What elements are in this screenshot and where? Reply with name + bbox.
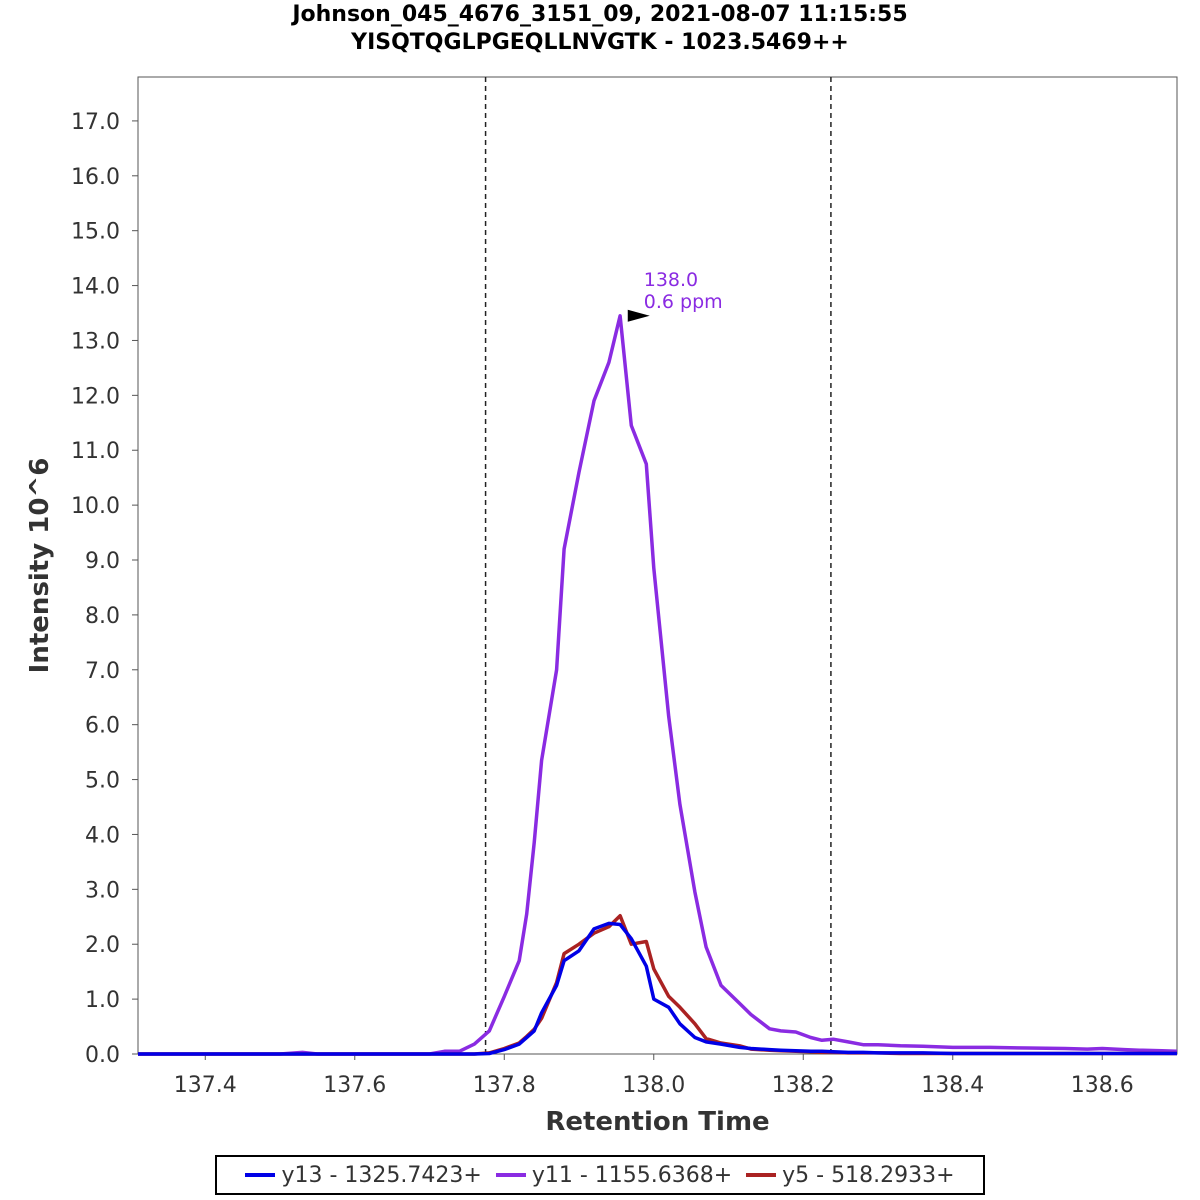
y-tick-label: 3.0: [85, 878, 120, 903]
legend: y13 - 1325.7423+ y11 - 1155.6368+ y5 - 5…: [215, 1155, 985, 1195]
legend-item-y5: y5 - 518.2933+: [746, 1162, 955, 1188]
y-tick-label: 7.0: [85, 659, 120, 684]
chart-title: Johnson_045_4676_3151_09, 2021-08-07 11:…: [292, 2, 908, 27]
chart-subtitle: YISQTQGLPGEQLLNVGTK - 1023.5469++: [351, 30, 849, 55]
y-tick-label: 17.0: [71, 110, 120, 135]
y-tick-label: 13.0: [71, 329, 120, 354]
legend-label-y5: y5 - 518.2933+: [782, 1162, 955, 1188]
y-axis-label: Intensity 10^6: [25, 458, 55, 674]
legend-label-y13: y13 - 1325.7423+: [281, 1162, 482, 1188]
y-tick-label: 6.0: [85, 714, 120, 739]
legend-item-y11: y11 - 1155.6368+: [495, 1162, 733, 1188]
plot-area: [137, 76, 1178, 1055]
y-tick-label: 11.0: [71, 439, 120, 464]
y-tick-label: 2.0: [85, 933, 120, 958]
x-tick-label: 138.2: [772, 1073, 835, 1098]
legend-swatch-y13: [245, 1173, 276, 1177]
y-tick-label: 9.0: [85, 549, 120, 574]
y-tick-label: 5.0: [85, 769, 120, 794]
y-tick-label: 1.0: [85, 988, 120, 1013]
x-tick-label: 138.4: [921, 1073, 984, 1098]
chromatogram-plot: 0.0 1.0 2.0 3.0 4.0 5.0 6.0 7.0 8.0 9.0 10.0 11.0 12…: [25, 76, 1178, 1137]
x-tick-label: 137.8: [473, 1073, 536, 1098]
y-tick-label: 14.0: [71, 275, 120, 300]
apex-arrow-icon: [627, 309, 650, 322]
y-tick-label: 0.0: [85, 1043, 120, 1068]
legend-item-y13: y13 - 1325.7423+: [245, 1162, 482, 1188]
series-line-y13: [138, 921, 1177, 1056]
legend-swatch-y5: [746, 1173, 777, 1177]
x-tick-label: 138.6: [1071, 1073, 1134, 1098]
x-tick-label: 138.0: [622, 1073, 685, 1098]
y-tick-label: 10.0: [71, 494, 120, 519]
x-axis-label: Retention Time: [545, 1107, 769, 1137]
y-tick-label: 12.0: [71, 384, 120, 409]
x-tick-label: 137.6: [323, 1073, 386, 1098]
apex-annotation-rt: 138.0: [644, 269, 698, 291]
legend-label-y11: y11 - 1155.6368+: [531, 1162, 733, 1188]
apex-annotation-ppm: 0.6 ppm: [644, 291, 723, 313]
legend-swatch-y11: [495, 1173, 526, 1177]
y-tick-label: 15.0: [71, 220, 120, 245]
y-tick-label: 4.0: [85, 823, 120, 848]
y-tick-label: 16.0: [71, 165, 120, 190]
x-tick-label: 137.4: [174, 1073, 237, 1098]
y-tick-label: 8.0: [85, 604, 120, 629]
